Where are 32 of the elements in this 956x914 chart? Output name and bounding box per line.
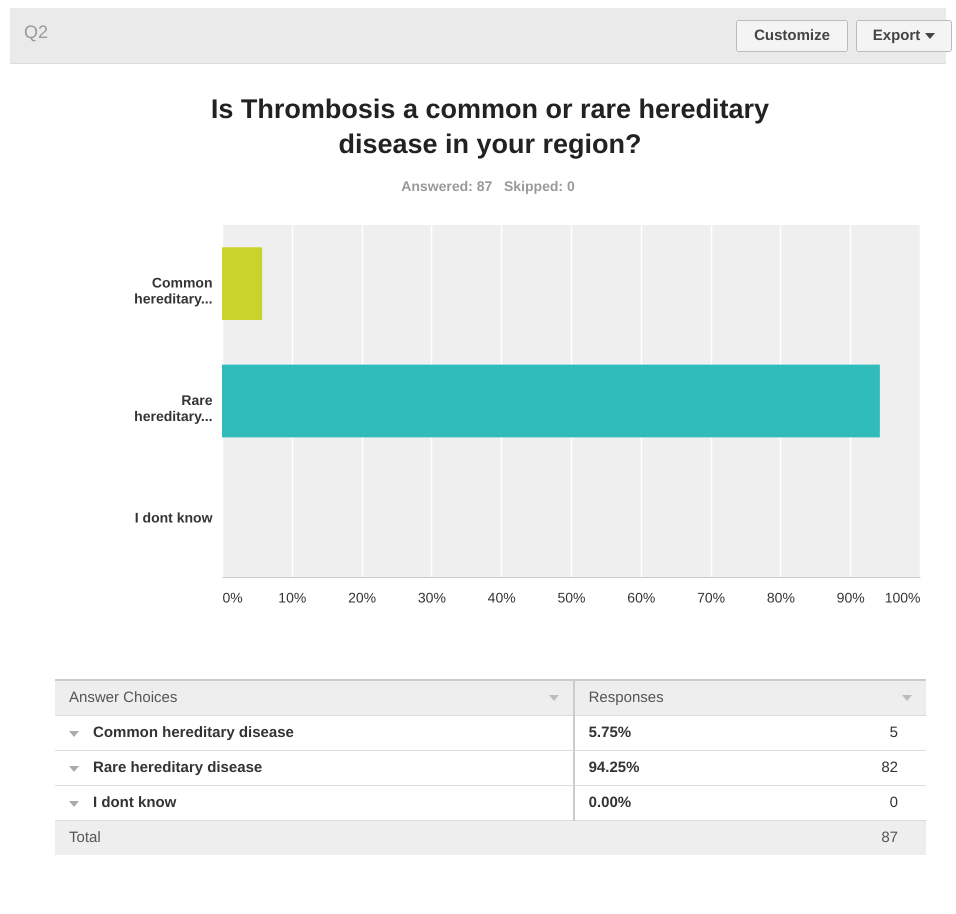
x-tick-label: 50% <box>557 590 586 606</box>
text: Customize <box>736 20 848 52</box>
x-tick-label: 60% <box>627 590 656 606</box>
text: 5 <box>762 715 926 750</box>
x-tick-label: 0% <box>222 590 243 606</box>
text: Total <box>55 820 763 855</box>
x-tick-label: 20% <box>348 590 376 606</box>
x-tick-label: 40% <box>488 590 516 606</box>
text: Q2 <box>24 22 48 43</box>
text: 82 <box>762 750 926 785</box>
text: 0.00% <box>574 785 763 820</box>
x-tick-label: 80% <box>766 590 795 606</box>
y-tick-label: Rare hereditary... <box>134 392 213 424</box>
text: Common hereditary disease <box>55 715 574 750</box>
x-tick-label: 10% <box>278 590 306 606</box>
text: Export <box>872 27 920 44</box>
x-tick-label: 70% <box>697 590 726 606</box>
chart-subtitle: Answered: 87 Skipped: 0 <box>400 178 576 194</box>
chart-title: Is Thrombosis a common or rare hereditary disease in your region? <box>210 93 770 161</box>
x-tick-label: 30% <box>418 590 446 606</box>
text: Answer Choices <box>55 680 574 715</box>
x-tick-label: 100% <box>884 590 920 606</box>
x-tick-label: 90% <box>836 590 865 606</box>
text: Rare hereditary disease <box>55 750 574 785</box>
text: 0 <box>762 785 926 820</box>
text: I dont know <box>55 785 574 820</box>
text: 5.75% <box>574 715 763 750</box>
y-tick-label: I dont know <box>134 509 213 526</box>
text: 87 <box>762 820 926 855</box>
text: Responses <box>574 680 926 715</box>
y-tick-label: Common hereditary... <box>134 274 212 307</box>
text: 94.25% <box>574 750 763 785</box>
